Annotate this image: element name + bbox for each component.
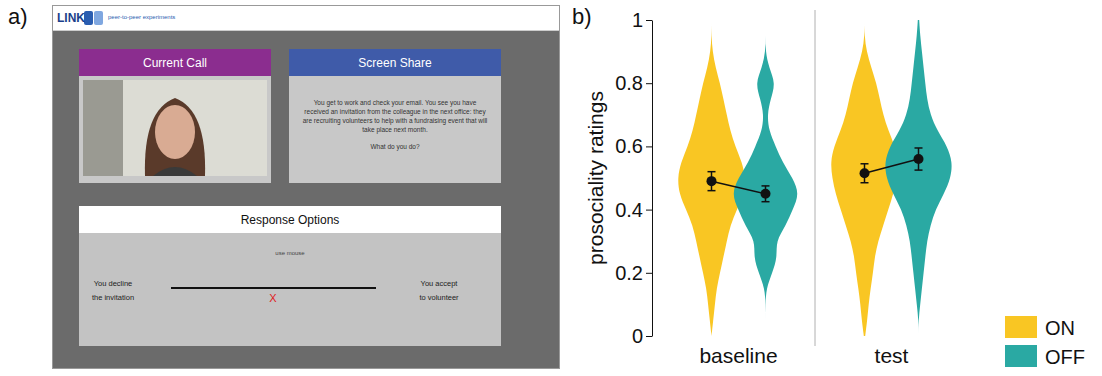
response-panel-body: use mouseXYou declinethe invitationYou a… bbox=[79, 233, 501, 346]
mean-point bbox=[707, 176, 717, 186]
error-cap bbox=[762, 185, 770, 187]
logo-text: LINK bbox=[57, 11, 85, 25]
webcam-photo bbox=[83, 80, 267, 176]
x-tick-label: test bbox=[875, 344, 909, 367]
error-cap bbox=[915, 147, 923, 149]
y-tick-mark bbox=[646, 20, 652, 21]
violin bbox=[885, 20, 951, 336]
photo-wall bbox=[83, 80, 123, 176]
error-bar bbox=[864, 164, 866, 183]
y-tick-mark bbox=[646, 273, 652, 274]
slider-marker: X bbox=[263, 292, 283, 304]
error-cap bbox=[861, 163, 869, 165]
y-tick: 1 bbox=[632, 9, 652, 31]
y-tick-mark bbox=[646, 336, 652, 337]
response-label: You acceptto volunteer bbox=[397, 277, 481, 305]
error-cap bbox=[708, 190, 716, 192]
mean-connector bbox=[865, 159, 919, 173]
violin bbox=[734, 20, 797, 336]
share-panel-body: You get to work and check your email. Yo… bbox=[289, 76, 501, 183]
y-tick: 0.2 bbox=[615, 262, 652, 284]
y-axis-title: prosociality ratings bbox=[584, 91, 607, 265]
legend-label: ON bbox=[1045, 317, 1075, 339]
photo-shoulders bbox=[153, 167, 197, 176]
logo-shape bbox=[94, 11, 103, 25]
call-panel-body bbox=[79, 76, 271, 183]
photo-hair bbox=[145, 98, 205, 176]
error-bar bbox=[765, 186, 767, 202]
y-tick-label: 0.2 bbox=[615, 262, 643, 284]
response-label-line: You accept bbox=[397, 277, 481, 291]
y-tick-label: 0.8 bbox=[615, 72, 643, 94]
y-axis: 0 0.2 0.4 0.6 0.8 1 bbox=[615, 9, 652, 347]
photo-face bbox=[155, 105, 195, 159]
error-bar bbox=[711, 172, 713, 191]
top-bar: LINK peer-to-peer experiments bbox=[53, 6, 559, 31]
error-cap bbox=[762, 201, 770, 203]
violin bbox=[831, 20, 897, 336]
violin bbox=[678, 20, 744, 336]
panel-label: b) bbox=[572, 4, 592, 29]
slider-line bbox=[171, 287, 376, 289]
logo-subtitle: peer-to-peer experiments bbox=[108, 14, 175, 20]
y-tick-label: 0.4 bbox=[615, 199, 643, 221]
share-paragraph: You get to work and check your email. Yo… bbox=[301, 98, 489, 134]
logo-icon bbox=[83, 10, 105, 26]
legend: ON OFF bbox=[1005, 316, 1085, 368]
y-tick-mark bbox=[646, 146, 652, 147]
legend-label: OFF bbox=[1045, 346, 1085, 368]
error-bar bbox=[918, 148, 920, 170]
x-tick-label: baseline bbox=[699, 344, 777, 367]
x-axis: baseline test bbox=[699, 344, 908, 367]
mean-point bbox=[761, 189, 771, 199]
panel-label: a) bbox=[8, 4, 28, 29]
error-cap bbox=[708, 171, 716, 173]
mean-point bbox=[860, 168, 870, 178]
legend-swatch bbox=[1005, 345, 1037, 367]
y-tick-mark bbox=[646, 83, 652, 84]
mean-point bbox=[914, 154, 924, 164]
response-label-line: You decline bbox=[71, 277, 155, 291]
interface-screenshot: LINK peer-to-peer experiments Current Call… bbox=[52, 5, 560, 369]
photo-background bbox=[83, 80, 267, 176]
y-tick: 0.8 bbox=[615, 72, 652, 94]
response-label-line: to volunteer bbox=[397, 291, 481, 305]
figure-svg: a) b) 0 0.2 0.4 0.6 0.8 1 prosociality ratings ba… bbox=[0, 0, 1102, 376]
category-separator bbox=[815, 10, 816, 346]
y-tick-label: 0.6 bbox=[615, 135, 643, 157]
share-text: You get to work and check your email. Yo… bbox=[289, 76, 501, 159]
response-label-line: the invitation bbox=[71, 291, 155, 305]
share-panel-title: Screen Share bbox=[358, 56, 431, 70]
plot-marks bbox=[678, 20, 951, 336]
y-tick: 0 bbox=[632, 325, 652, 347]
y-tick-label: 1 bbox=[632, 9, 643, 31]
hint-text: use mouse bbox=[79, 250, 501, 256]
call-panel-header: Current Call bbox=[79, 49, 271, 76]
response-panel-header: Response Options bbox=[79, 206, 501, 233]
x-tick: test bbox=[875, 344, 909, 367]
y-tick: 0.6 bbox=[615, 135, 652, 157]
logo-shape bbox=[84, 11, 93, 25]
error-cap bbox=[915, 169, 923, 171]
response-label: You declinethe invitation bbox=[71, 277, 155, 305]
y-axis-line bbox=[652, 21, 653, 337]
call-panel-title: Current Call bbox=[143, 56, 207, 70]
legend-swatch bbox=[1005, 316, 1037, 338]
x-tick: baseline bbox=[699, 344, 777, 367]
share-panel-header: Screen Share bbox=[289, 49, 501, 76]
response-panel-title: Response Options bbox=[241, 213, 340, 227]
y-tick-mark bbox=[646, 210, 652, 211]
error-cap bbox=[861, 182, 869, 184]
y-tick: 0.4 bbox=[615, 199, 652, 221]
share-paragraph: What do you do? bbox=[301, 142, 489, 151]
y-tick-label: 0 bbox=[632, 325, 643, 347]
mean-connector bbox=[712, 181, 766, 194]
